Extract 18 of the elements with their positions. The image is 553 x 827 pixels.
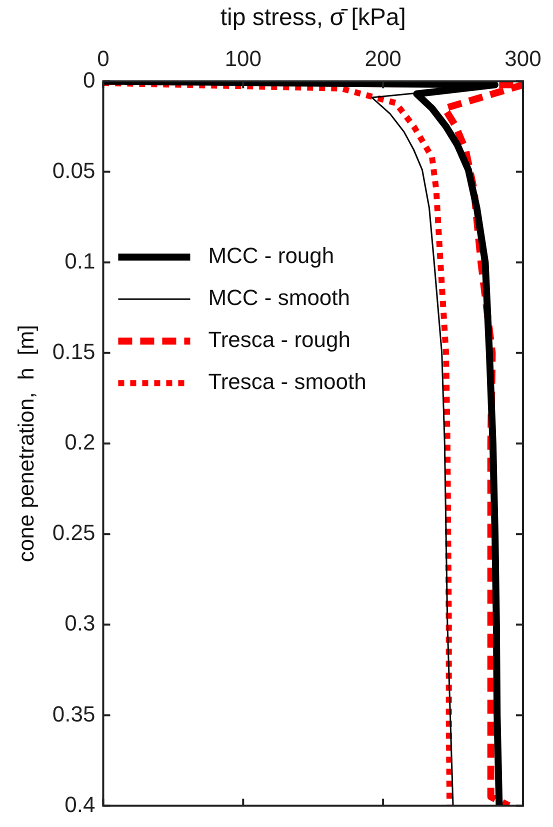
legend-label: Tresca - smooth bbox=[208, 369, 366, 394]
legend-label: MCC - smooth bbox=[208, 285, 350, 310]
y-axis-title: cone penetration, h [m] bbox=[13, 324, 38, 562]
y-tick-label: 0.05 bbox=[52, 158, 96, 183]
legend-label: MCC - rough bbox=[208, 243, 334, 268]
x-tick-label: 300 bbox=[504, 46, 542, 72]
y-tick-label: 0.15 bbox=[52, 338, 96, 364]
x-axis-title: tip stress, σ̄ [kPa] bbox=[220, 4, 406, 32]
y-tick-label: 0.3 bbox=[64, 610, 96, 636]
y-tick-label: 0 bbox=[82, 67, 96, 92]
y-tick-label: 0.35 bbox=[52, 701, 96, 726]
y-tick-label: 0.25 bbox=[52, 520, 96, 546]
y-tick-label: 0.1 bbox=[64, 248, 96, 274]
legend-label: Tresca - rough bbox=[208, 327, 350, 352]
x-tick-label: 200 bbox=[364, 46, 402, 72]
y-tick-label: 0.2 bbox=[64, 430, 96, 455]
y-tick-label: 0.4 bbox=[64, 792, 96, 817]
x-tick-label: 100 bbox=[224, 46, 262, 72]
